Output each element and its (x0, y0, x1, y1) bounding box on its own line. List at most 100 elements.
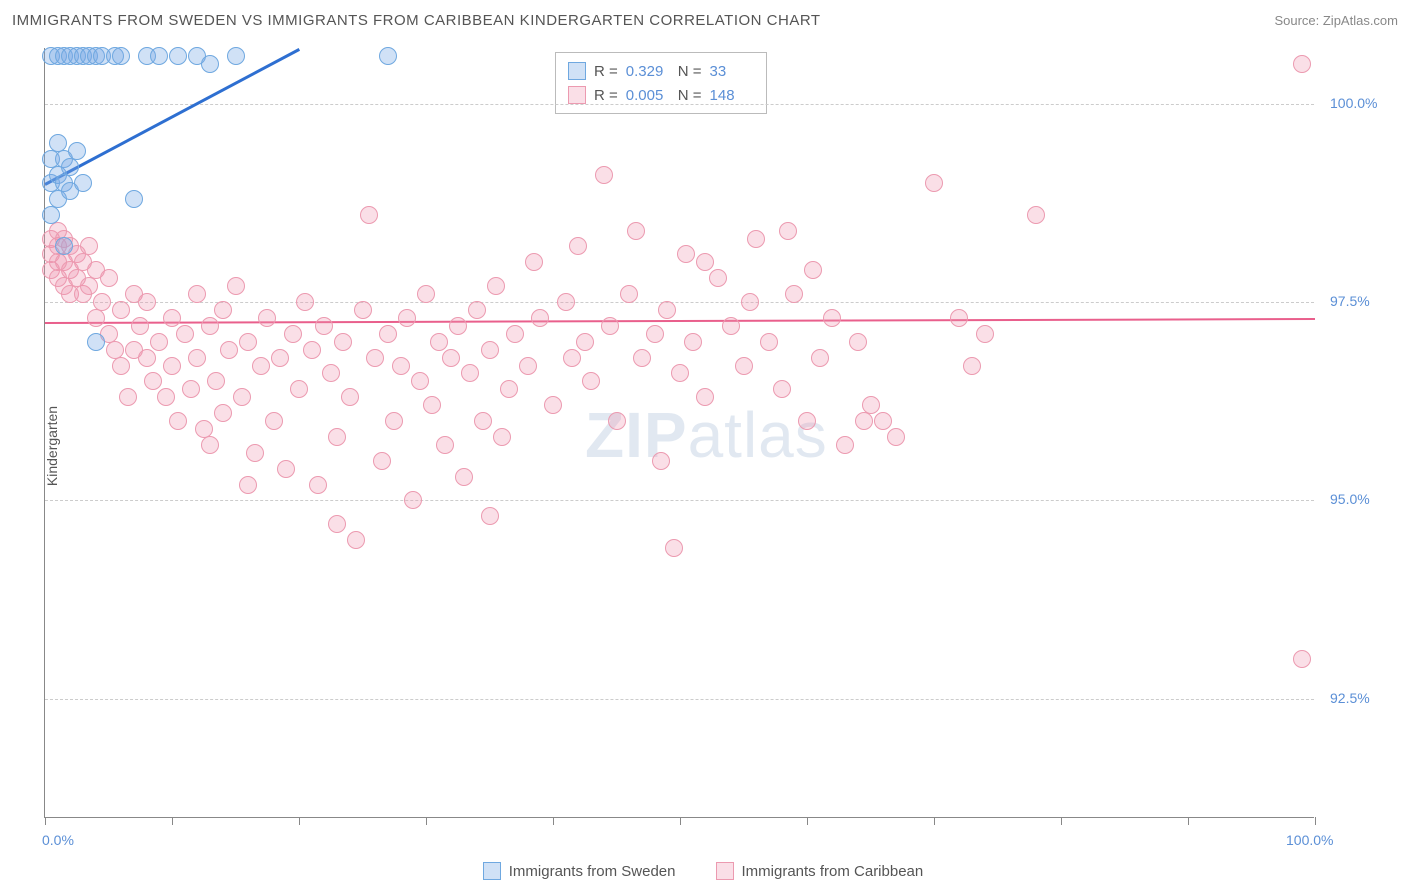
pink-trendline (45, 318, 1315, 324)
y-tick-label: 97.5% (1330, 293, 1370, 309)
data-point (354, 301, 372, 319)
data-point (207, 372, 225, 390)
data-point (627, 222, 645, 240)
data-point (481, 341, 499, 359)
data-point (849, 333, 867, 351)
y-tick-label: 95.0% (1330, 491, 1370, 507)
data-point (461, 364, 479, 382)
data-point (80, 277, 98, 295)
data-point (119, 388, 137, 406)
data-point (290, 380, 308, 398)
legend-row: R =0.329N =33 (568, 59, 754, 83)
data-point (188, 285, 206, 303)
data-point (246, 444, 264, 462)
data-point (227, 47, 245, 65)
x-tick (299, 817, 300, 825)
data-point (334, 333, 352, 351)
data-point (671, 364, 689, 382)
data-point (328, 515, 346, 533)
gridline (45, 500, 1314, 501)
data-point (366, 349, 384, 367)
data-point (531, 309, 549, 327)
gridline (45, 699, 1314, 700)
data-point (277, 460, 295, 478)
data-point (608, 412, 626, 430)
data-point (239, 333, 257, 351)
watermark: ZIPatlas (585, 398, 828, 472)
data-point (93, 293, 111, 311)
data-point (449, 317, 467, 335)
pink-swatch-icon (568, 86, 586, 104)
chart-container: IMMIGRANTS FROM SWEDEN VS IMMIGRANTS FRO… (0, 0, 1406, 892)
data-point (925, 174, 943, 192)
data-point (658, 301, 676, 319)
x-tick (934, 817, 935, 825)
data-point (633, 349, 651, 367)
data-point (74, 174, 92, 192)
data-point (182, 380, 200, 398)
blue-swatch-icon (568, 62, 586, 80)
data-point (322, 364, 340, 382)
data-point (296, 293, 314, 311)
legend-item: Immigrants from Caribbean (716, 862, 924, 880)
data-point (963, 357, 981, 375)
data-point (1293, 650, 1311, 668)
data-point (747, 230, 765, 248)
data-point (163, 357, 181, 375)
data-point (87, 333, 105, 351)
data-point (696, 253, 714, 271)
data-point (201, 436, 219, 454)
x-tick (426, 817, 427, 825)
data-point (442, 349, 460, 367)
data-point (430, 333, 448, 351)
data-point (601, 317, 619, 335)
plot-area: ZIPatlas R =0.329N =33R =0.005N =148 (44, 48, 1314, 818)
data-point (417, 285, 435, 303)
data-point (150, 47, 168, 65)
data-point (55, 237, 73, 255)
data-point (544, 396, 562, 414)
data-point (557, 293, 575, 311)
data-point (569, 237, 587, 255)
data-point (696, 388, 714, 406)
data-point (379, 47, 397, 65)
data-point (214, 404, 232, 422)
data-point (411, 372, 429, 390)
correlation-legend: R =0.329N =33R =0.005N =148 (555, 52, 767, 114)
data-point (169, 412, 187, 430)
x-tick (807, 817, 808, 825)
data-point (823, 309, 841, 327)
data-point (138, 293, 156, 311)
data-point (201, 317, 219, 335)
data-point (474, 412, 492, 430)
data-point (201, 55, 219, 73)
data-point (157, 388, 175, 406)
data-point (163, 309, 181, 327)
legend-item: Immigrants from Sweden (483, 862, 676, 880)
blue-swatch-icon (483, 862, 501, 880)
x-min-label: 0.0% (42, 832, 74, 848)
data-point (112, 357, 130, 375)
x-tick (45, 817, 46, 825)
data-point (258, 309, 276, 327)
data-point (138, 349, 156, 367)
data-point (169, 47, 187, 65)
data-point (176, 325, 194, 343)
data-point (519, 357, 537, 375)
data-point (87, 309, 105, 327)
data-point (42, 206, 60, 224)
x-tick (1188, 817, 1189, 825)
data-point (125, 190, 143, 208)
data-point (271, 349, 289, 367)
data-point (506, 325, 524, 343)
data-point (500, 380, 518, 398)
x-max-label: 100.0% (1286, 832, 1333, 848)
data-point (1293, 55, 1311, 73)
gridline (45, 104, 1314, 105)
data-point (804, 261, 822, 279)
data-point (144, 372, 162, 390)
data-point (404, 491, 422, 509)
data-point (68, 142, 86, 160)
source-attribution: Source: ZipAtlas.com (1274, 13, 1398, 28)
data-point (100, 269, 118, 287)
